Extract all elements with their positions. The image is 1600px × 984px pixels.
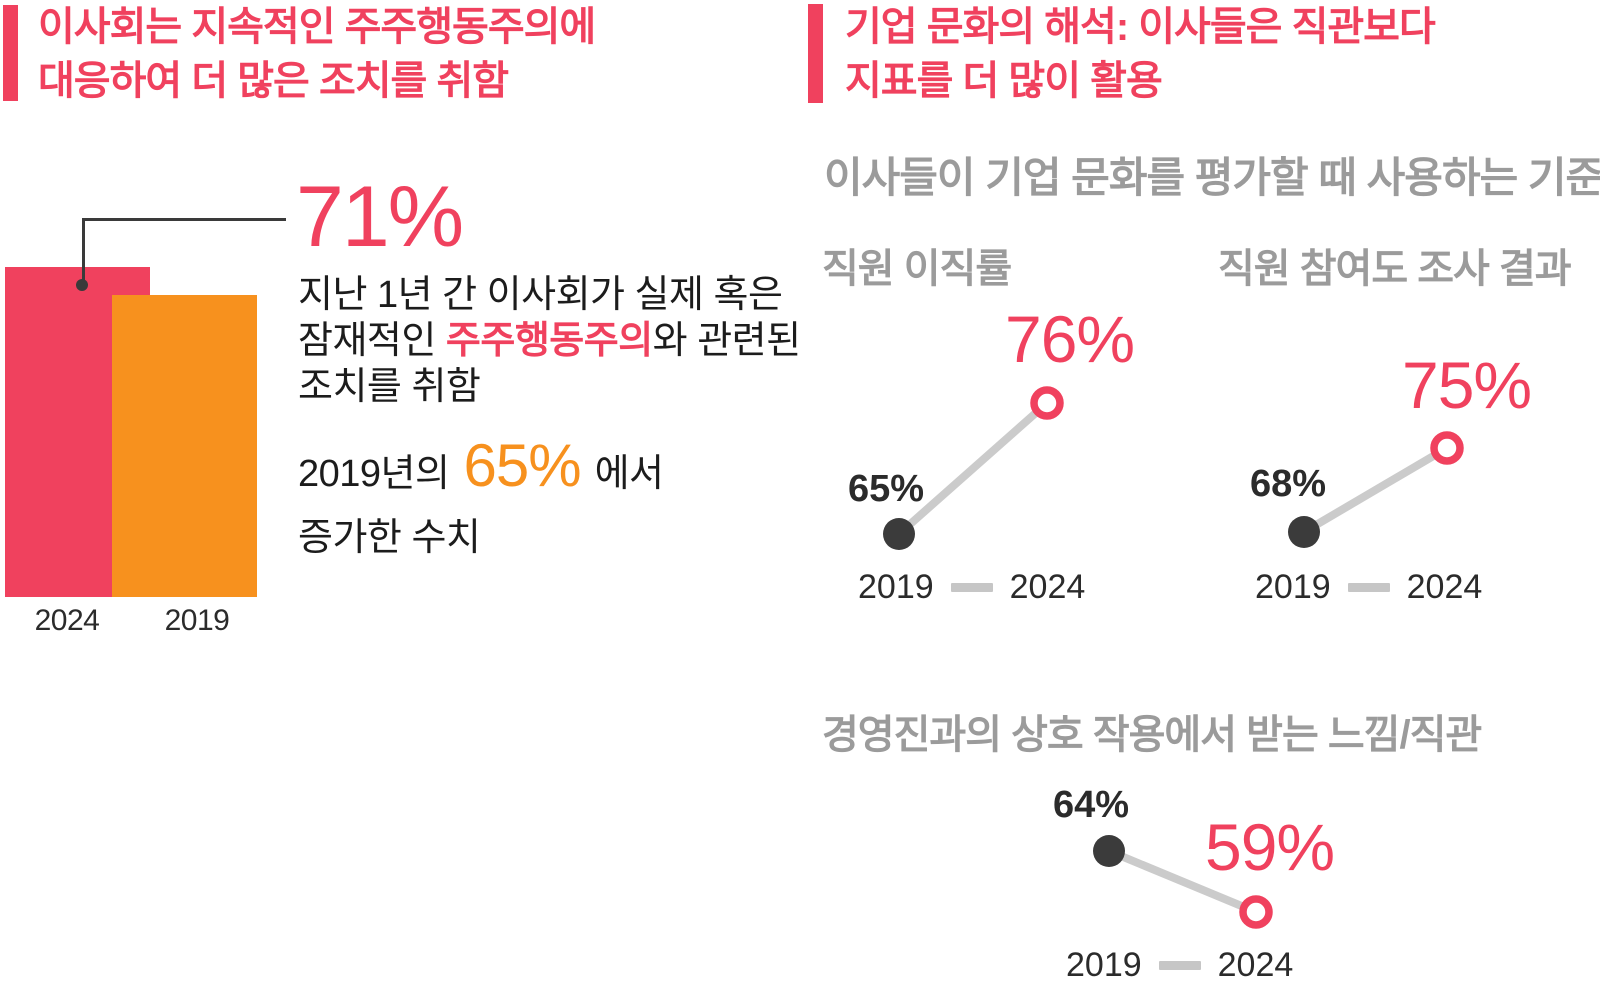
increase-note-line-2: 증가한 수치 [298,517,481,559]
data-point-ring-2024 [1239,895,1273,929]
slope-chart-a-end-value: 76% [1005,302,1135,376]
desc-line2-pre: 잠재적인 [298,320,446,362]
right-panel-title: 기업 문화의 해석: 이사들은 직관보다 지표를 더 많이 활용 [845,0,1436,108]
data-point-dot-2019 [1288,516,1320,548]
slope-chart-a-start-value: 65% [848,468,925,510]
data-point-dot-2019 [883,518,915,550]
bar-2019 [112,295,257,597]
slope-chart-b-graphic [1288,431,1464,548]
right-title-accent-bar [808,4,823,103]
legend-dash-icon [950,583,993,592]
description-line-2: 잠재적인 주주행동주의와 관련된 [298,318,801,364]
slope-chart-a-legend: 2019 2024 [858,568,1085,607]
slope-chart-b-end-value: 75% [1402,348,1532,422]
slope-chart-c-label: 경영진과의 상호 작용에서 받는 느낌/직관 [822,713,1482,757]
note-percent-2019: 65% [463,432,581,499]
bar-label-2024: 2024 [34,604,100,637]
slope-chart-a-graphic [883,386,1064,550]
slope-chart-a-label: 직원 이직률 [822,247,1012,291]
callout-horizontal-line [82,218,286,221]
legend-end-year: 2024 [1217,946,1294,984]
slope-chart-c-end-value: 59% [1205,810,1335,884]
desc-highlight: 주주행동주의 [445,320,653,362]
data-point-ring-2024 [1430,431,1464,465]
slope-chart-c-graphic [1093,835,1273,929]
desc-line2-post: 와 관련된 [652,320,801,362]
legend-end-year: 2024 [1009,568,1086,606]
increase-note: 2019년의 65% 에서 [298,432,664,499]
right-panel-subtitle: 이사들이 기업 문화를 평가할 때 사용하는 기준: [824,154,1600,201]
data-point-ring-2024 [1030,386,1064,420]
legend-start-year: 2019 [858,568,934,606]
slope-chart-b-legend: 2019 2024 [1255,568,1482,607]
callout-vertical-line [82,218,85,282]
slope-chart-b-start-value: 68% [1250,463,1327,505]
callout-dot-icon [76,279,88,291]
right-title-line-2: 지표를 더 많이 활용 [845,59,1163,103]
legend-start-year: 2019 [1255,568,1331,606]
left-title-line-2: 대응하여 더 많은 조치를 취함 [38,59,509,103]
note-prefix: 2019년의 [298,453,450,495]
legend-dash-icon [1347,583,1390,592]
slope-chart-c-legend: 2019 2024 [1066,946,1293,984]
big-percent-2024: 71% [296,169,464,265]
legend-dash-icon [1158,961,1201,970]
left-panel-title: 이사회는 지속적인 주주행동주의에 대응하여 더 많은 조치를 취함 [38,0,596,108]
legend-start-year: 2019 [1066,946,1142,984]
description-line-3: 조치를 취함 [298,366,481,408]
description-paragraph: 지난 1년 간 이사회가 실제 혹은 잠재적인 주주행동주의와 관련된 조치를 … [298,272,801,410]
note-suffix: 에서 [594,453,664,495]
slope-chart-c-start-value: 64% [1053,784,1130,826]
left-title-accent-bar [3,5,18,101]
data-point-dot-2019 [1093,835,1125,867]
right-title-line-1: 기업 문화의 해석: 이사들은 직관보다 [845,5,1436,49]
left-title-line-1: 이사회는 지속적인 주주행동주의에 [38,5,596,49]
slope-chart-b-label: 직원 참여도 조사 결과 [1218,247,1572,291]
bar-label-2019: 2019 [164,604,230,637]
description-line-1: 지난 1년 간 이사회가 실제 혹은 [298,274,783,316]
legend-end-year: 2024 [1406,568,1483,606]
